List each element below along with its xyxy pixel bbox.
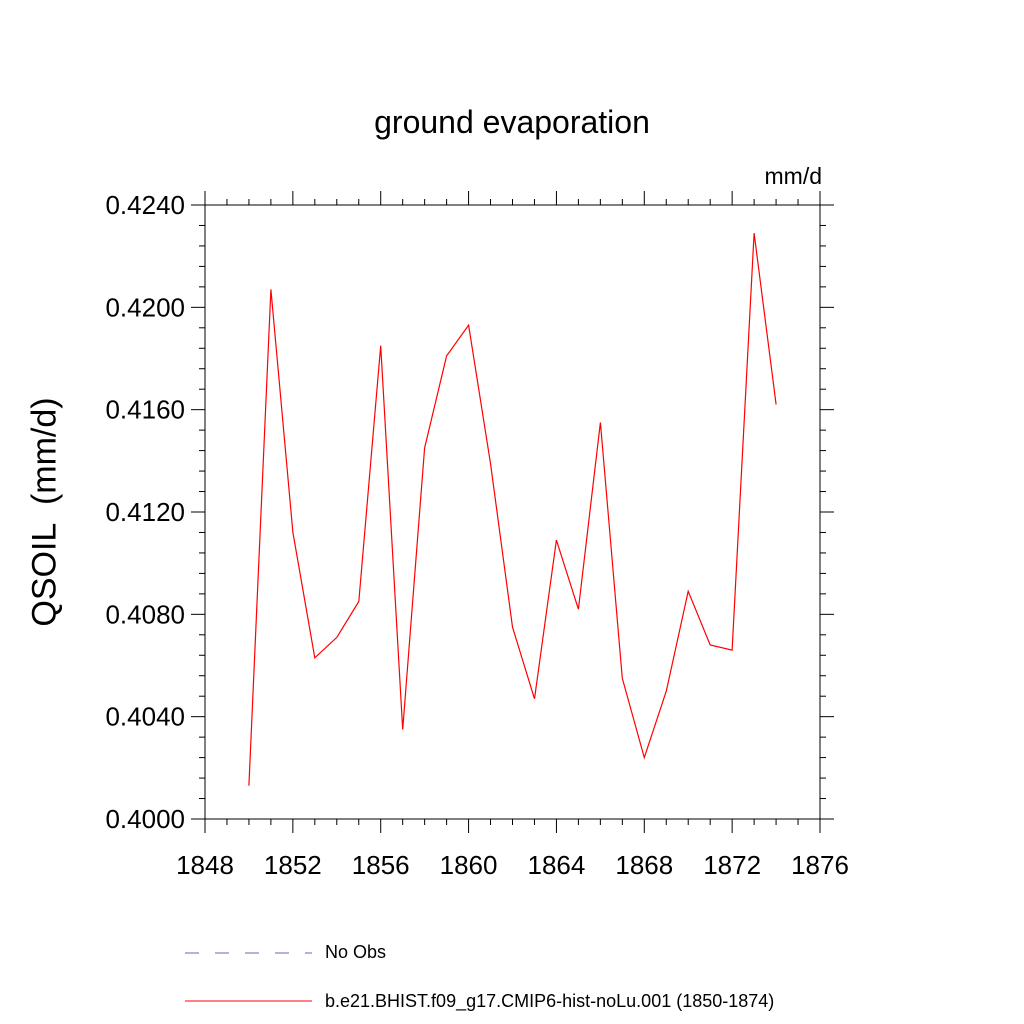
legend-label-no-obs: No Obs <box>325 942 387 962</box>
y-axis-label: QSOIL (mm/d) <box>25 397 64 627</box>
x-tick-label: 1872 <box>703 850 761 880</box>
y-tick-label: 0.4240 <box>105 190 185 220</box>
units-label: mm/d <box>764 163 823 189</box>
y-tick-label: 0.4200 <box>105 292 185 322</box>
x-tick-label: 1864 <box>528 850 586 880</box>
x-tick-label: 1860 <box>440 850 498 880</box>
y-tick-label: 0.4000 <box>105 804 185 834</box>
x-tick-label: 1848 <box>176 850 234 880</box>
y-tick-label: 0.4120 <box>105 497 185 527</box>
tick-labels: 1848 1852 1856 1860 1864 1868 1872 1876 0.4000 0.… <box>105 190 848 880</box>
chart-title: ground evaporation <box>374 104 650 140</box>
series-line-1 <box>248 233 777 786</box>
x-tick-label: 1876 <box>791 850 849 880</box>
axis-ticks <box>191 191 834 833</box>
series-layer <box>248 233 777 786</box>
plot-frame <box>204 204 821 820</box>
y-tick-label: 0.4040 <box>105 702 185 732</box>
x-tick-label: 1856 <box>352 850 410 880</box>
y-tick-label: 0.4160 <box>105 395 185 425</box>
x-tick-label: 1852 <box>264 850 322 880</box>
y-tick-label: 0.4080 <box>105 599 185 629</box>
legend-label-model-run: b.e21.BHIST.f09_g17.CMIP6-hist-noLu.001 … <box>325 991 775 1011</box>
x-tick-label: 1868 <box>615 850 673 880</box>
legend <box>185 952 312 1002</box>
